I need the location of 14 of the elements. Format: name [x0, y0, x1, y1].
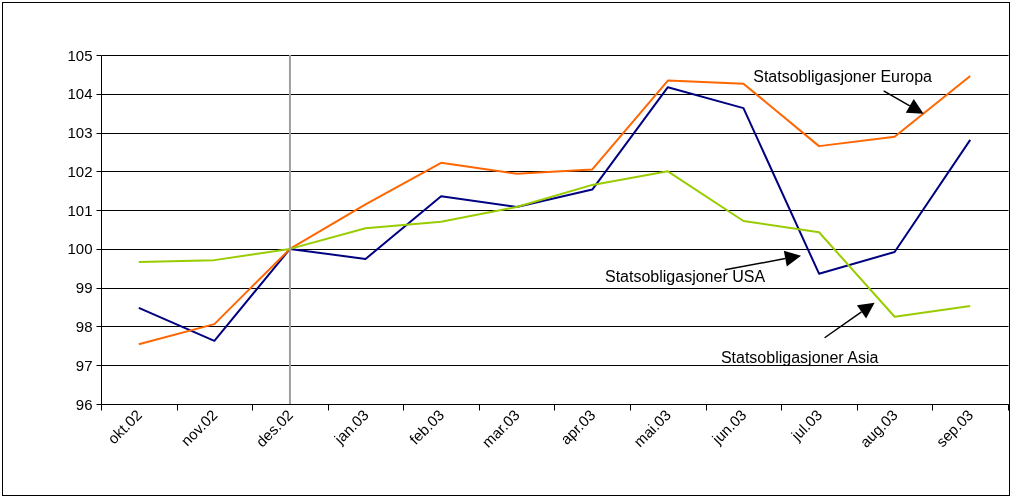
- text: Statsobligasjoner Asia: [720, 348, 879, 366]
- text: Statsobligasjoner USA: [604, 267, 766, 285]
- y-tick-label: 105: [67, 46, 93, 64]
- y-tick-label: 104: [67, 85, 93, 103]
- series-label: Statsobligasjoner Europa: [753, 67, 933, 85]
- y-tick-label: 97: [75, 356, 93, 374]
- y-tick-label: 100: [67, 240, 93, 258]
- y-tick-label: 101: [67, 201, 93, 219]
- line-series: [137, 170, 972, 318]
- y-tick-label: 103: [67, 124, 93, 142]
- y-tick-label: 102: [67, 162, 93, 180]
- y-tick-label: 98: [75, 317, 93, 335]
- y-tick-label: 99: [75, 279, 93, 297]
- y-tick-label: 96: [75, 395, 93, 413]
